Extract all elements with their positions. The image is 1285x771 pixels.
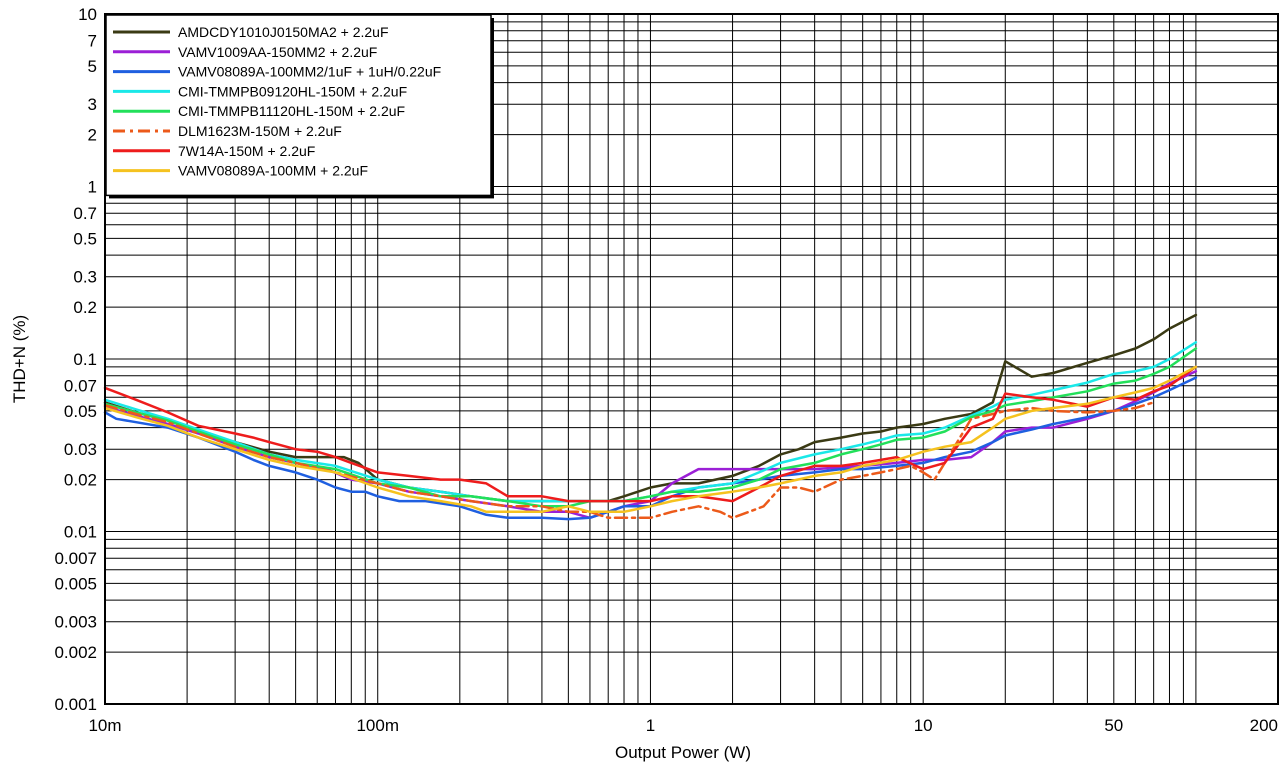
x-tick-label: 100m [356,716,399,735]
y-tick-label: 0.007 [54,549,97,568]
legend-entry-3: VAMV08089A-100MM2/1uF + 1uH/0.22uF [178,64,441,80]
tick-labels: 10m 100m 1 10 50 200 0.001 0.002 0.003 0.005 0.007… [54,5,1278,735]
y-tick-label: 0.001 [54,695,97,714]
legend-entry-1: AMDCDY1010J0150MA2 + 2.2uF [178,24,389,40]
legend: AMDCDY1010J0150MA2 + 2.2uF VAMV1009AA-150… [105,14,494,199]
x-tick-label: 1 [646,716,655,735]
series-line-7 [103,365,1198,503]
x-axis-title: Output Power (W) [615,743,751,762]
series-line-6 [103,401,1155,520]
legend-entry-4: CMI-TMMPB09120HL-150M + 2.2uF [178,83,407,99]
y-tick-label: 7 [88,32,97,51]
x-tick-label: 50 [1104,716,1123,735]
y-tick-label: 0.05 [64,402,97,421]
y-tick-label: 5 [88,57,97,76]
y-tick-label: 0.07 [64,377,97,396]
y-tick-label: 10 [78,5,97,24]
y-tick-label: 0.02 [64,471,97,490]
y-tick-label: 0.002 [54,643,97,662]
y-tick-label: 0.5 [73,229,97,248]
legend-entry-8: VAMV08089A-100MM + 2.2uF [178,163,368,179]
y-tick-label: 0.3 [73,268,97,287]
y-tick-label: 0.7 [73,204,97,223]
x-tick-label: 10 [914,716,933,735]
y-tick-label: 0.03 [64,440,97,459]
y-tick-label: 0.1 [73,350,97,369]
y-axis-title: THD+N (%) [10,315,29,403]
y-tick-label: 3 [88,95,97,114]
y-tick-label: 1 [88,178,97,197]
y-tick-label: 0.003 [54,613,97,632]
legend-entry-7: 7W14A-150M + 2.2uF [178,143,315,159]
y-tick-label: 0.005 [54,574,97,593]
legend-entry-2: VAMV1009AA-150MM2 + 2.2uF [178,44,377,60]
legend-box [105,14,492,197]
series-line-4 [103,341,1198,503]
series-lines [103,313,1198,521]
plot-frame [104,13,1279,705]
series-line-8 [103,365,1198,514]
legend-entry-6: DLM1623M-150M + 2.2uF [178,123,342,139]
series-line-3 [103,376,1198,521]
series-line-5 [103,347,1198,508]
y-tick-label: 0.01 [64,523,97,542]
legend-entry-5: CMI-TMMPB11120HL-150M + 2.2uF [178,103,405,119]
y-tick-label: 2 [88,126,97,145]
x-tick-label: 10m [88,716,121,735]
x-tick-label: 200 [1250,716,1278,735]
y-tick-label: 0.2 [73,298,97,317]
